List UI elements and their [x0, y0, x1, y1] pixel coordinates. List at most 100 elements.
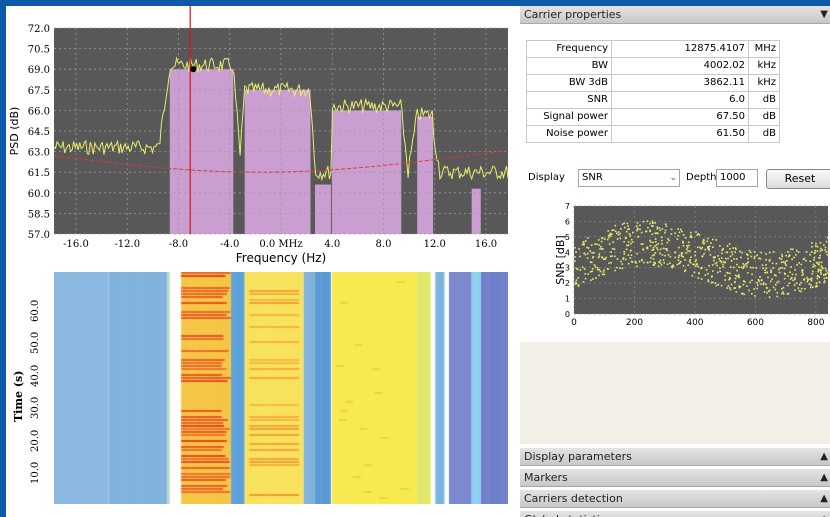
snr-y-tick: 4: [565, 248, 570, 257]
carrier-block[interactable]: [315, 184, 331, 234]
snr-point: [596, 267, 599, 269]
snr-point: [748, 249, 751, 252]
carrier-block[interactable]: [417, 116, 434, 234]
snr-point: [794, 289, 796, 292]
carrier-block[interactable]: [244, 89, 311, 234]
snr-point: [688, 260, 691, 262]
snr-point: [586, 246, 588, 249]
snr-point: [791, 273, 794, 276]
snr-point: [753, 251, 756, 253]
x-tick-label: -16.0: [63, 239, 89, 250]
waterfall-y-tick: 60.0: [30, 299, 41, 322]
expand-arrow-icon[interactable]: ▲: [820, 472, 828, 483]
snr-point: [586, 257, 589, 259]
snr-point: [728, 287, 731, 289]
property-row[interactable]: Frequency 12875.4107 MHz: [526, 40, 780, 58]
snr-point: [730, 266, 732, 268]
snr-point: [781, 288, 783, 290]
snr-point: [682, 242, 684, 244]
expand-arrow-icon[interactable]: ▲: [820, 451, 828, 462]
snr-point: [744, 280, 746, 283]
snr-point: [649, 229, 651, 232]
reset-button[interactable]: Reset: [766, 169, 830, 189]
snr-point: [820, 265, 823, 267]
snr-point: [636, 265, 638, 268]
snr-point: [692, 263, 694, 266]
snr-point: [722, 263, 724, 266]
snr-point: [636, 227, 639, 229]
property-name: Noise power: [526, 125, 612, 143]
display-select[interactable]: SNR ⌄: [578, 169, 680, 187]
snr-point: [782, 291, 784, 293]
section-header-carriers-detection[interactable]: Carriers detection ▲: [520, 490, 830, 508]
spectrum-plot[interactable]: 72.0 70.5 69.0 67.5 66.0 64.5 63.0 61.5 60.0 58.5…: [6, 6, 514, 268]
snr-plot[interactable]: 7 6 5 4 3 2 1 00 200 400 600 800 SNR [dB]: [520, 196, 830, 342]
section-title: Carriers detection: [524, 492, 623, 505]
snr-point: [766, 292, 768, 294]
snr-point: [766, 271, 768, 274]
snr-point: [589, 261, 592, 263]
waterfall-spectrogram[interactable]: [54, 272, 508, 504]
snr-point: [738, 285, 740, 287]
snr-point: [729, 272, 731, 275]
snr-point: [694, 260, 697, 263]
property-unit: kHz: [748, 57, 780, 75]
snr-point: [755, 267, 758, 269]
snr-point: [816, 261, 818, 264]
section-header-display-parameters[interactable]: Display parameters ▲: [520, 448, 830, 466]
carrier-properties-header[interactable]: Carrier properties ▼: [520, 6, 830, 24]
snr-point: [726, 287, 728, 289]
snr-point: [805, 259, 807, 262]
section-header-markers[interactable]: Markers ▲: [520, 469, 830, 487]
snr-point: [606, 238, 609, 241]
snr-point: [796, 264, 798, 266]
snr-point: [611, 247, 614, 250]
snr-point: [630, 238, 633, 241]
snr-point: [672, 264, 674, 267]
snr-point: [783, 272, 786, 275]
snr-point: [795, 282, 798, 285]
property-row[interactable]: Noise power 61.50 dB: [526, 125, 780, 143]
snr-point: [810, 279, 813, 282]
snr-point: [664, 254, 666, 257]
snr-point: [782, 293, 785, 295]
section-header-global-statistics[interactable]: Global statistics ▲: [520, 511, 830, 517]
snr-point: [598, 253, 601, 256]
snr-point: [636, 222, 639, 224]
snr-point: [689, 236, 692, 238]
expand-arrow-icon[interactable]: ▲: [820, 493, 828, 504]
snr-point: [583, 268, 586, 270]
depth-input[interactable]: 1000: [716, 169, 758, 187]
carrier-block[interactable]: [471, 188, 481, 234]
snr-point: [656, 226, 659, 228]
snr-point: [601, 237, 603, 240]
snr-point: [816, 275, 819, 278]
snr-point: [751, 273, 753, 276]
psd-trace[interactable]: [53, 56, 509, 182]
snr-point: [674, 232, 676, 235]
snr-point: [778, 257, 781, 260]
snr-point: [677, 256, 680, 259]
expand-arrow-icon[interactable]: ▲: [820, 511, 828, 517]
snr-point: [740, 256, 742, 259]
property-row[interactable]: SNR 6.0 dB: [526, 91, 780, 109]
y-tick-label: 57.0: [28, 230, 50, 241]
snr-point: [661, 239, 663, 242]
snr-point: [814, 285, 817, 288]
snr-point: [711, 264, 714, 266]
snr-point: [657, 242, 660, 245]
snr-point: [582, 266, 584, 269]
snr-plot-area[interactable]: [574, 206, 828, 314]
snr-point: [739, 250, 741, 253]
chevron-down-icon[interactable]: ⌄: [669, 173, 677, 183]
snr-point: [811, 270, 814, 273]
collapse-arrow-icon[interactable]: ▼: [820, 9, 828, 20]
snr-point: [729, 248, 731, 250]
snr-point: [700, 278, 703, 280]
property-row[interactable]: BW 3dB 3862.11 kHz: [526, 74, 780, 92]
property-row[interactable]: Signal power 67.50 dB: [526, 108, 780, 126]
property-row[interactable]: BW 4002.02 kHz: [526, 57, 780, 75]
snr-point: [601, 256, 603, 258]
snr-point: [657, 265, 660, 268]
snr-point: [669, 262, 671, 264]
